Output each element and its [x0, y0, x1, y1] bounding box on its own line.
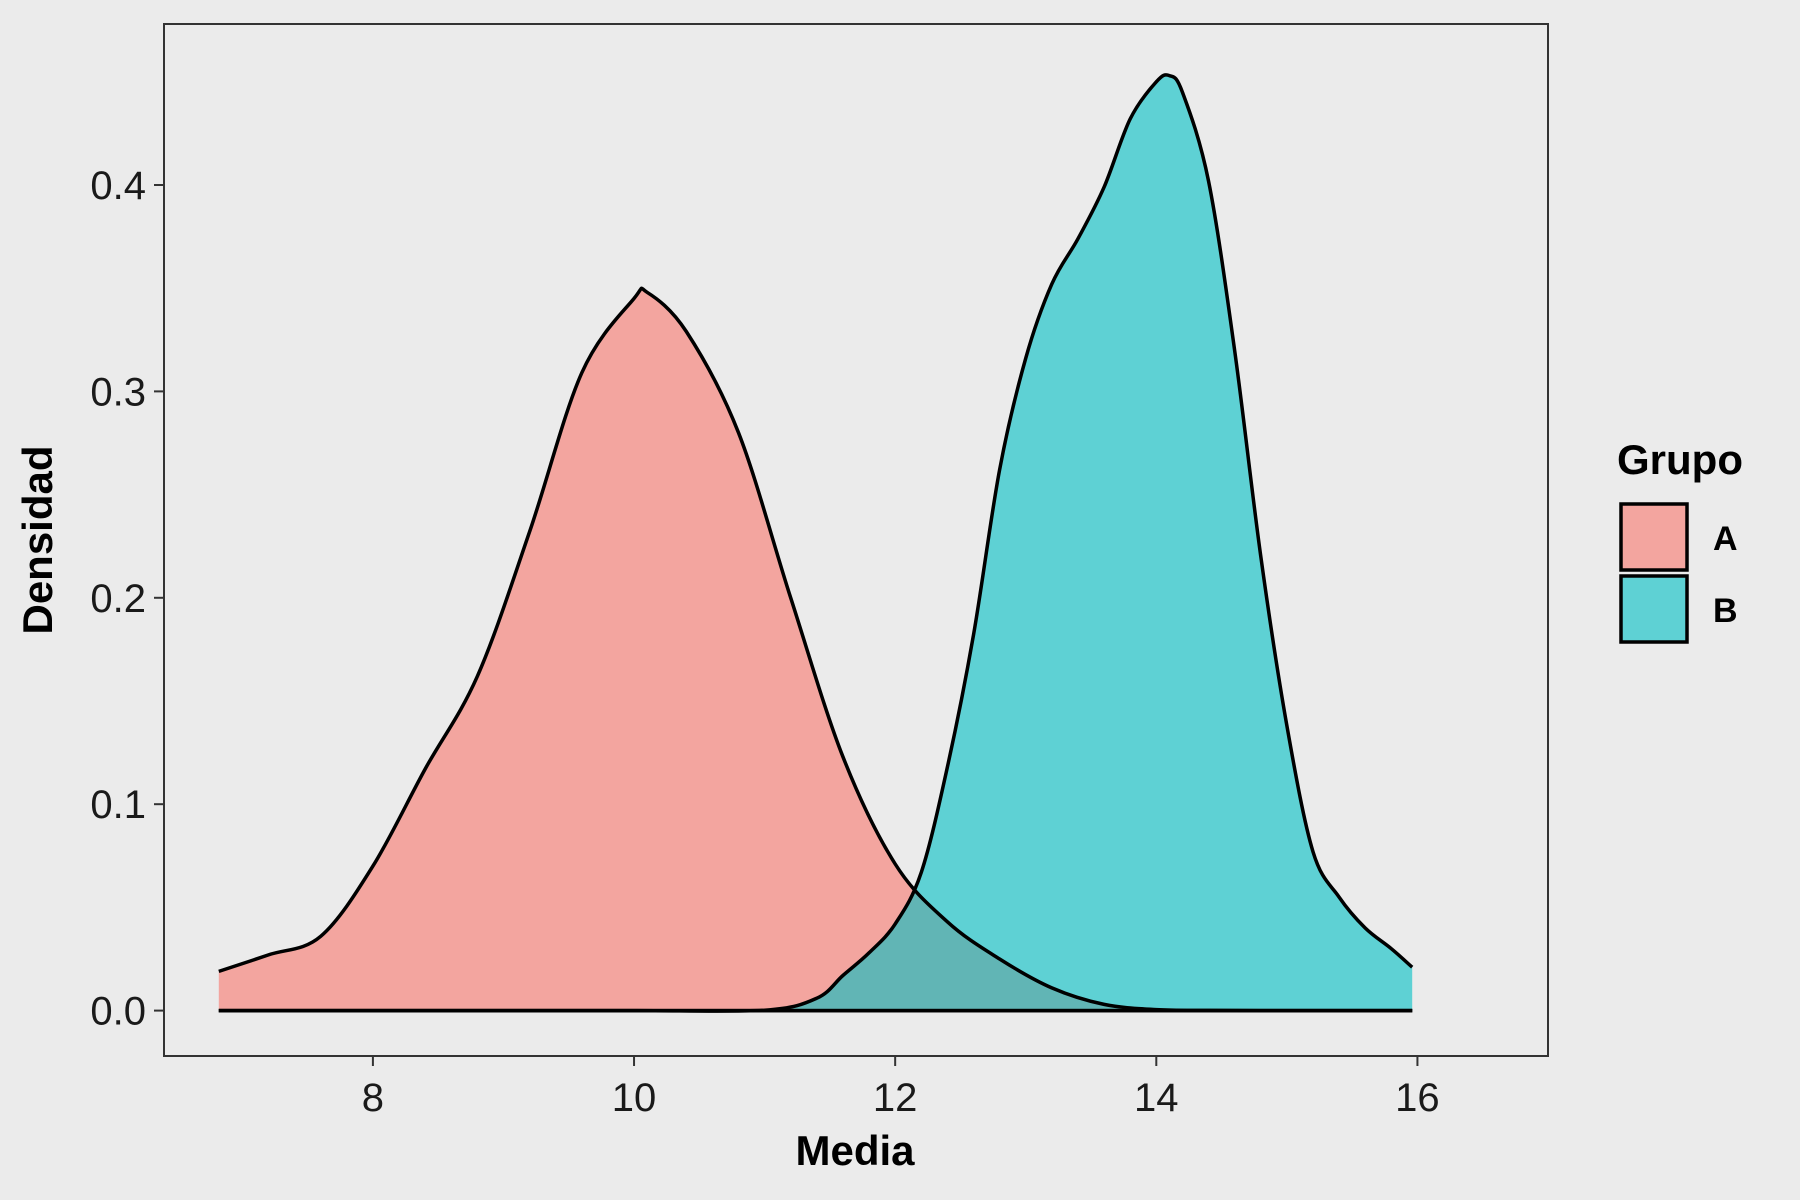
y-tick-label: 0.4 — [90, 164, 146, 208]
legend-key-a — [1619, 502, 1689, 572]
x-tick-label: 8 — [362, 1076, 384, 1120]
legend-key-b — [1619, 574, 1689, 644]
y-tick-label: 0.1 — [90, 783, 146, 827]
legend-label-a: A — [1713, 520, 1738, 558]
x-axis-title: Media — [795, 1127, 915, 1174]
x-tick-label: 14 — [1134, 1076, 1179, 1120]
density-area-a — [218, 288, 1413, 1011]
y-axis-title: Densidad — [14, 445, 61, 634]
panel-border — [163, 23, 1549, 1057]
y-tick-label: 0.3 — [90, 370, 146, 414]
legend-label-b: B — [1713, 592, 1738, 630]
y-axis: 0.0 0.1 0.2 0.3 0.4 — [90, 164, 164, 1034]
legend-title: Grupo — [1617, 436, 1743, 483]
y-tick-label: 0.2 — [90, 577, 146, 621]
x-tick-label: 16 — [1395, 1076, 1440, 1120]
legend: Grupo AB — [1617, 436, 1743, 644]
density-area-b — [218, 74, 1413, 1012]
y-tick-label: 0.0 — [90, 990, 146, 1034]
density-areas — [218, 74, 1413, 1012]
x-tick-label: 10 — [612, 1076, 657, 1120]
density-outlines — [218, 73, 1414, 1013]
x-axis: 8 10 12 14 16 — [362, 1056, 1440, 1120]
x-tick-label: 12 — [873, 1076, 918, 1120]
